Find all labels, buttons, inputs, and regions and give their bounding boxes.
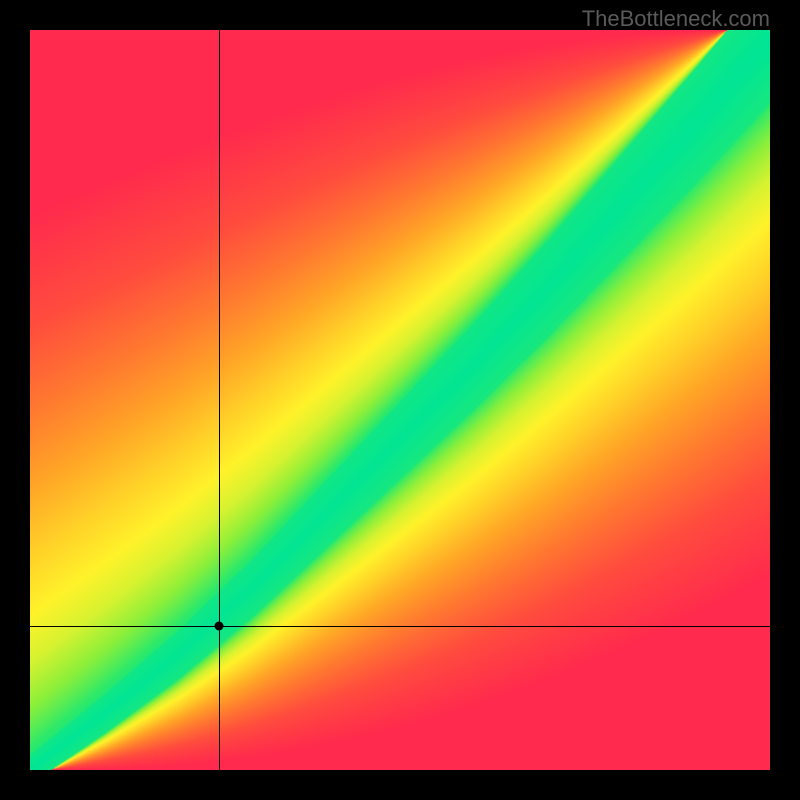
crosshair-horizontal bbox=[30, 626, 770, 627]
heatmap-plot bbox=[30, 30, 770, 770]
crosshair-vertical bbox=[219, 30, 220, 770]
crosshair-marker bbox=[214, 621, 223, 630]
watermark-text: TheBottleneck.com bbox=[582, 6, 770, 32]
heatmap-canvas bbox=[30, 30, 770, 770]
